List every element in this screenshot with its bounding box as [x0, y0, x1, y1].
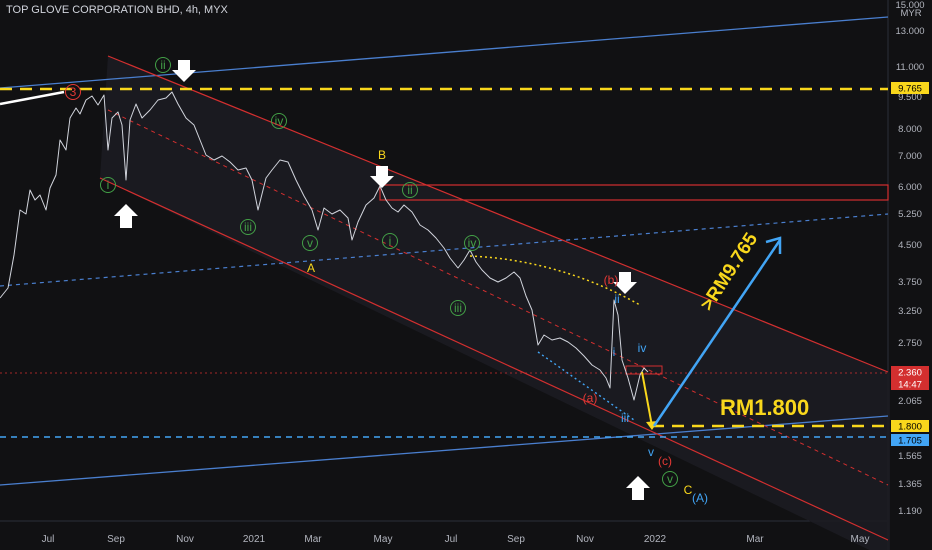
price-badge [891, 378, 929, 390]
blue-arrow-head [765, 236, 782, 254]
wave-label-circle [450, 300, 466, 316]
down-arrow-icon [613, 272, 637, 294]
wave-label: C [684, 483, 693, 497]
up-arrow-icon [114, 204, 138, 228]
resistance-zone [379, 184, 889, 201]
blue-projection-line [652, 239, 782, 427]
wave-label: B [378, 148, 386, 162]
price-tick-label: 6.000 [898, 182, 922, 193]
wave-label-circle [382, 233, 398, 249]
price-tick-label: 3.250 [898, 306, 922, 317]
wave-label: iv [638, 341, 647, 355]
wave-label: i [613, 345, 616, 359]
wave-label: i [389, 234, 392, 248]
time-tick-label: Mar [304, 534, 322, 545]
wave-label-circle [464, 235, 480, 251]
price-badge-label: 9.765 [898, 84, 922, 95]
wave-label-circle [100, 177, 116, 193]
time-tick-label: Jul [445, 534, 458, 545]
wave-label: (c) [658, 454, 672, 468]
price-tick-label: 5.250 [898, 209, 922, 220]
wave-label: i [107, 178, 110, 192]
time-tick-label: Mar [746, 534, 764, 545]
wave-label-circle [402, 182, 418, 198]
time-tick-label: May [851, 534, 870, 545]
price-tick-label: 1.190 [898, 506, 922, 517]
yellow-dotted-curve [469, 255, 641, 306]
price-tick-label: 2.750 [898, 338, 922, 349]
wave-label: ii [614, 292, 619, 306]
currency-label: MYR [900, 8, 921, 19]
wave-label: ii [160, 58, 165, 72]
lower-trend-line [0, 415, 889, 486]
time-tick-label: Jul [42, 534, 55, 545]
down-arrow-icon [370, 166, 394, 188]
price-tick-label: 11.000 [896, 62, 924, 73]
price-series-line [0, 91, 649, 401]
time-tick-label: Sep [107, 534, 125, 545]
price-tick-label: 15.000 [895, 0, 924, 11]
up-arrow-icon [626, 476, 650, 500]
price-tick-label: 2.065 [898, 396, 922, 407]
price-tick-label: 8.000 [898, 124, 922, 135]
wave-label-circle [240, 219, 256, 235]
price-badge-label: 2.360 [898, 368, 922, 379]
time-tick-label: Nov [176, 534, 194, 545]
wave-label-circle [271, 113, 287, 129]
chart-title: TOP GLOVE CORPORATION BHD, 4h, MYX [6, 4, 228, 16]
price-tick-label: 7.000 [898, 151, 922, 162]
price-badge [891, 82, 929, 94]
white-trend-line [0, 90, 65, 106]
wave-label-circle [302, 235, 318, 251]
price-tick-label: 4.500 [898, 240, 922, 251]
wave-label: (a) [583, 391, 598, 405]
wave-label-circle [65, 84, 81, 100]
time-tick-label: Sep [507, 534, 525, 545]
upper-trend-line [0, 16, 889, 89]
price-badge [891, 420, 929, 432]
wave-label-circle [155, 57, 171, 73]
wave-label: (A) [692, 491, 708, 505]
price-badge-label: 1.800 [898, 422, 922, 433]
small-resistance-box [625, 365, 663, 375]
time-tick-label: May [374, 534, 393, 545]
wave-label-circle [662, 471, 678, 487]
time-tick-label: Nov [576, 534, 594, 545]
yellow-projection-line [641, 371, 653, 427]
wave-label: ii [407, 183, 412, 197]
channel-lower-line [99, 177, 889, 541]
time-tick-label: 2021 [243, 534, 266, 545]
wave-label: iii [454, 301, 462, 315]
price-badge-label: 1.705 [898, 436, 922, 447]
wave-label: iii [244, 220, 252, 234]
wave-label: iv [468, 236, 477, 250]
price-badge [891, 366, 929, 378]
wave-label: v [648, 445, 654, 459]
price-tick-label: 3.750 [898, 277, 922, 288]
wave-label: v [667, 472, 673, 486]
wave-label: (b) [604, 273, 619, 287]
wave-label: v [307, 236, 313, 250]
price-badge [891, 434, 929, 446]
price-tick-label: 13.000 [895, 26, 924, 37]
down-arrow-icon [172, 60, 196, 82]
price-tick-label: 1.365 [898, 479, 922, 490]
wave-label: A [307, 261, 315, 275]
time-tick-label: 2022 [644, 534, 667, 545]
wave-label: iii [621, 411, 629, 425]
channel-upper-line [107, 55, 889, 373]
wave-label: 3 [70, 85, 77, 99]
price-tick-label: 9.500 [898, 92, 922, 103]
price-badge-label: 14:47 [898, 380, 922, 391]
channel-mid-dashed-line [107, 109, 889, 486]
wave-label: iv [275, 114, 284, 128]
price-tick-label: 1.565 [898, 451, 922, 462]
target-label-down: RM1.800 [720, 395, 809, 420]
